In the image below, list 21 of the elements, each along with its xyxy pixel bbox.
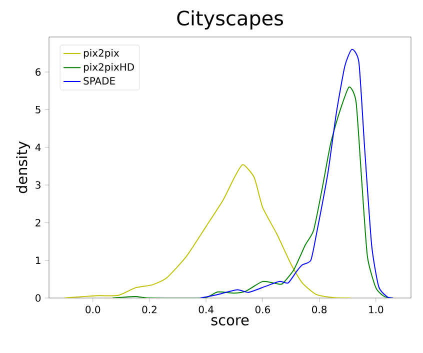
y-tick-label: 3: [36, 181, 40, 189]
x-axis-title: score: [211, 317, 249, 326]
y-tick-label: 4: [35, 144, 41, 151]
y-tick-label: 5: [36, 106, 40, 114]
chart-title: Cityscapes: [177, 10, 283, 30]
x-tick-label: 0.0: [86, 306, 100, 314]
line-series: [64, 164, 351, 298]
x-tick-label: 0.8: [312, 306, 327, 314]
y-axis-title: density: [16, 141, 30, 194]
y-tick-label: 6: [36, 68, 41, 76]
x-tick-label: 1.0: [369, 306, 384, 314]
line-series: [200, 48, 394, 298]
y-tick-label: 0: [36, 294, 41, 302]
y-tick-label: 1: [36, 256, 40, 264]
x-tick-label: 0.2: [142, 306, 156, 314]
legend-label: pix2pix: [84, 49, 120, 59]
x-tick-label: 0.6: [255, 306, 270, 314]
x-tick-label: 0.4: [198, 306, 214, 314]
y-tick-label: 2: [36, 218, 40, 226]
legend-label: pix2pixHD: [84, 63, 134, 73]
legend-label: SPADE: [84, 77, 115, 85]
